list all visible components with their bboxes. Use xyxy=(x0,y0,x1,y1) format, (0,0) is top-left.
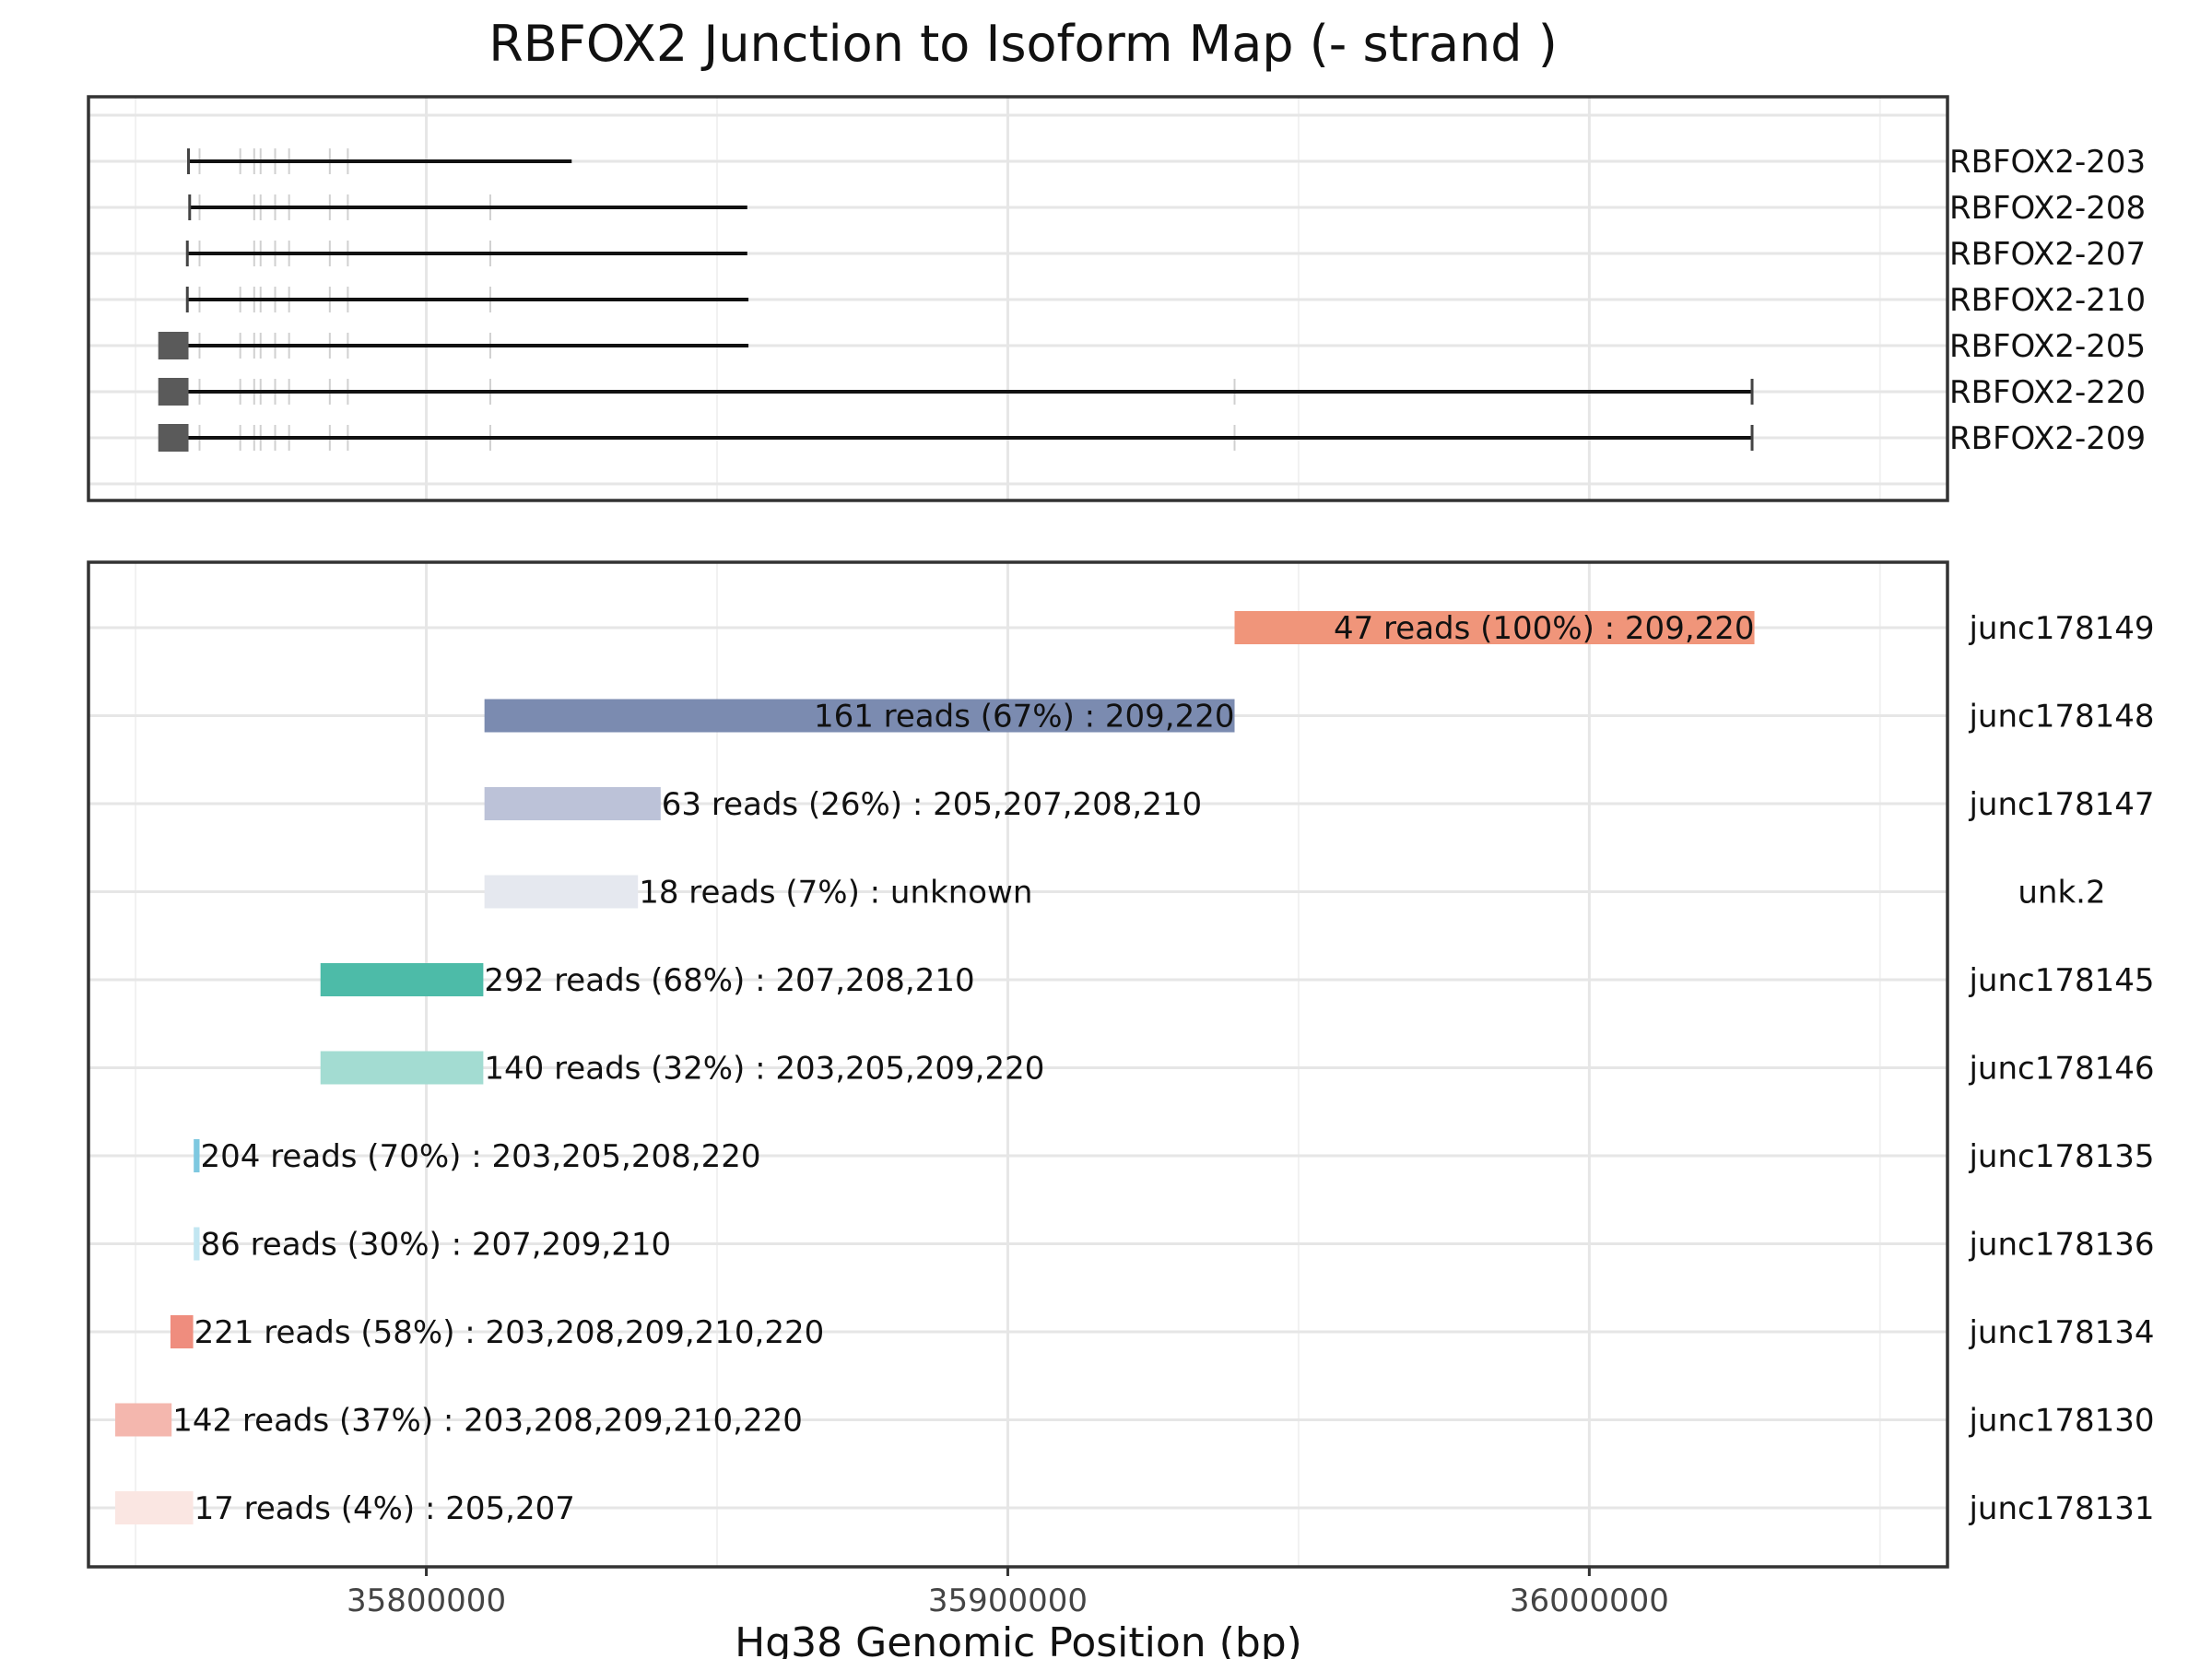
isoform-track: RBFOX2-205 xyxy=(158,328,2146,365)
junction-bar-label: 86 reads (30%) : 207,209,210 xyxy=(201,1227,672,1264)
junction-bar xyxy=(115,1403,172,1437)
isoform-track: RBFOX2-207 xyxy=(185,236,2146,273)
x-axis-title: Hg38 Genomic Position (bp) xyxy=(735,1619,1302,1659)
junction-bar-label: 161 reads (67%) : 209,220 xyxy=(814,699,1235,735)
isoform-label: RBFOX2-208 xyxy=(1949,190,2146,227)
junction-row: 47 reads (100%) : 209,220 junc178149 xyxy=(1234,610,2155,647)
isoform-panel: RBFOX2-203 RBFOX2-208 RBFOX2-207 RBFOX2-210… xyxy=(87,95,2146,502)
junction-id-label: junc178145 xyxy=(1968,962,2154,999)
isoform-track: RBFOX2-208 xyxy=(188,190,2146,227)
junction-bar-label: 204 reads (70%) : 203,205,208,220 xyxy=(201,1138,761,1175)
junction-panel-border xyxy=(87,560,1949,1569)
junction-id-label: junc178147 xyxy=(1968,786,2154,823)
junction-row: 221 reads (58%) : 203,208,209,210,220 jun… xyxy=(170,1314,2155,1351)
junction-row: 86 reads (30%) : 207,209,210 junc178136 xyxy=(194,1227,2155,1264)
junction-bar xyxy=(320,963,484,996)
junction-id-label: unk.2 xyxy=(2018,875,2105,912)
junction-id-label: junc178148 xyxy=(1968,699,2154,735)
isoform-exon-block xyxy=(158,424,189,452)
junction-row: 63 reads (26%) : 205,207,208,210 junc1781… xyxy=(484,786,2155,823)
isoform-panel-border xyxy=(87,95,1949,502)
junction-bar-label: 140 reads (32%) : 203,205,209,220 xyxy=(484,1051,1044,1088)
junction-bar xyxy=(170,1315,194,1348)
junction-bar-label: 63 reads (26%) : 205,207,208,210 xyxy=(662,786,1202,823)
isoform-track: RBFOX2-209 xyxy=(158,420,2146,457)
junction-bar-label: 17 reads (4%) : 205,207 xyxy=(194,1490,575,1527)
junction-bar xyxy=(194,1139,200,1172)
junction-panel: 47 reads (100%) : 209,220 junc178149 161 r… xyxy=(87,560,2155,1569)
isoform-track: RBFOX2-203 xyxy=(187,144,2146,181)
isoform-label: RBFOX2-210 xyxy=(1949,282,2146,319)
junction-bars: 47 reads (100%) : 209,220 junc178149 161 r… xyxy=(88,610,2155,1527)
x-tick-label: 35900000 xyxy=(928,1583,1088,1619)
junction-bar-label: 292 reads (68%) : 207,208,210 xyxy=(484,962,974,999)
x-axis: 35800000 35900000 36000000 xyxy=(347,1567,1669,1619)
isoform-track: RBFOX2-220 xyxy=(158,374,2146,411)
isoform-track: RBFOX2-210 xyxy=(185,282,2146,319)
isoform-label: RBFOX2-205 xyxy=(1949,328,2146,365)
isoform-tracks: RBFOX2-203 RBFOX2-208 RBFOX2-207 RBFOX2-210… xyxy=(88,113,2146,486)
junction-bar xyxy=(484,875,639,909)
junction-id-label: junc178130 xyxy=(1968,1403,2154,1440)
junction-bar-label: 18 reads (7%) : unknown xyxy=(639,875,1032,912)
junction-row: 204 reads (70%) : 203,205,208,220 junc178… xyxy=(194,1138,2155,1175)
isoform-label: RBFOX2-209 xyxy=(1949,420,2146,457)
isoform-label: RBFOX2-220 xyxy=(1949,374,2146,411)
junction-bar xyxy=(194,1227,200,1261)
junction-bar xyxy=(484,699,1235,733)
junction-bar xyxy=(115,1491,194,1524)
junction-bar xyxy=(320,1051,484,1085)
junction-id-label: junc178131 xyxy=(1968,1490,2154,1527)
junction-row: 17 reads (4%) : 205,207 junc178131 xyxy=(115,1490,2155,1527)
junction-row: 161 reads (67%) : 209,220 junc178148 xyxy=(484,699,2155,735)
junction-id-label: junc178136 xyxy=(1968,1227,2154,1264)
junction-row: 292 reads (68%) : 207,208,210 junc178145 xyxy=(320,962,2155,999)
x-tick-label: 35800000 xyxy=(347,1583,506,1619)
isoform-exon-block xyxy=(158,332,189,359)
junction-bar-label: 142 reads (37%) : 203,208,209,210,220 xyxy=(172,1403,803,1440)
isoform-label: RBFOX2-207 xyxy=(1949,236,2146,273)
isoform-exon-block xyxy=(158,378,189,406)
junction-id-label: junc178149 xyxy=(1968,610,2154,647)
junction-id-label: junc178134 xyxy=(1968,1314,2154,1351)
junction-row: 18 reads (7%) : unknown unk.2 xyxy=(484,875,2106,912)
junction-bar-label: 47 reads (100%) : 209,220 xyxy=(1334,610,1755,647)
junction-id-label: junc178135 xyxy=(1968,1138,2154,1175)
junction-bar xyxy=(1234,611,1755,644)
isoform-label: RBFOX2-203 xyxy=(1949,144,2146,181)
junction-bar xyxy=(484,787,661,820)
junction-row: 140 reads (32%) : 203,205,209,220 junc178… xyxy=(320,1051,2155,1088)
chart-title: RBFOX2 Junction to Isoform Map (- strand… xyxy=(488,15,1558,73)
junction-bar-label: 221 reads (58%) : 203,208,209,210,220 xyxy=(194,1314,825,1351)
x-tick-label: 36000000 xyxy=(1510,1583,1669,1619)
junction-row: 142 reads (37%) : 203,208,209,210,220 jun… xyxy=(115,1403,2155,1440)
junction-id-label: junc178146 xyxy=(1968,1051,2154,1088)
